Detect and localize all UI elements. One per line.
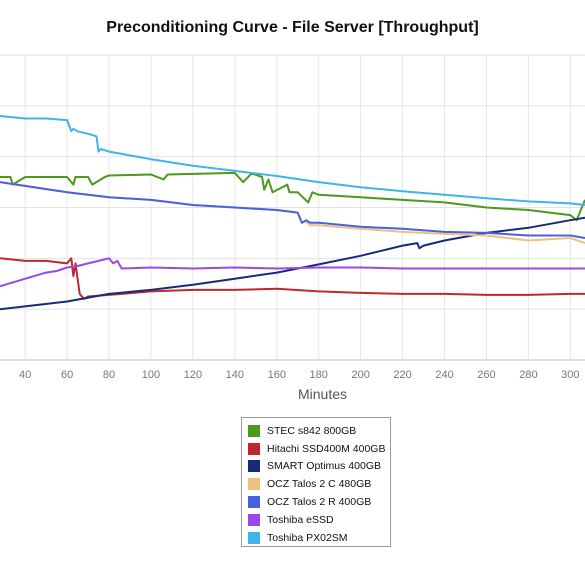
legend-swatch: [248, 531, 260, 544]
legend: STEC s842 800GB Hitachi SSD400M 400GB SMAR…: [241, 417, 391, 547]
x-tick-label: 120: [184, 369, 202, 380]
legend-item: STEC s842 800GB: [248, 422, 390, 440]
series-line: [0, 257, 585, 300]
legend-swatch: [248, 442, 260, 455]
series-line: [0, 181, 585, 239]
series-line: [0, 216, 585, 311]
legend-label: OCZ Talos 2 R 400GB: [267, 496, 372, 509]
chart-title: Preconditioning Curve - File Server [Thr…: [106, 19, 479, 36]
legend-swatch: [248, 478, 260, 491]
legend-item: Hitachi SSD400M 400GB: [248, 440, 390, 458]
legend-label: Hitachi SSD400M 400GB: [267, 442, 386, 455]
x-tick-label: 220: [393, 369, 411, 380]
legend-swatch: [248, 424, 260, 437]
x-tick-labels: 40 60 80 100 120 140 160 180 200 220 240 260 280 300: [19, 369, 579, 380]
x-tick-label: 240: [435, 369, 453, 380]
series-line: [0, 115, 585, 206]
x-tick-label: 100: [142, 369, 160, 380]
legend-swatch: [248, 460, 260, 473]
legend-item: Toshiba PX02SM: [248, 529, 390, 547]
legend-label: Toshiba eSSD: [267, 513, 334, 526]
legend-label: SMART Optimus 400GB: [267, 460, 381, 473]
x-tick-label: 40: [19, 369, 31, 380]
x-tick-label: 200: [351, 369, 369, 380]
x-tick-label: 300: [561, 369, 579, 380]
x-tick-label: 280: [519, 369, 537, 380]
x-tick-label: 80: [103, 369, 115, 380]
x-tick-label: 260: [477, 369, 495, 380]
series-lines: [0, 115, 585, 311]
legend-label: Toshiba PX02SM: [267, 531, 348, 544]
series-line: [0, 257, 585, 288]
legend-swatch: [248, 513, 260, 526]
legend-swatch: [248, 496, 260, 509]
legend-item: SMART Optimus 400GB: [248, 458, 390, 476]
legend-item: Toshiba eSSD: [248, 511, 390, 529]
plot-area: 40 60 80 100 120 140 160 180 200 220 240 260 280 300: [0, 54, 585, 380]
x-axis-label: Minutes: [297, 386, 348, 402]
x-tick-label: 180: [310, 369, 328, 380]
x-tick-label: 60: [61, 369, 73, 380]
x-tick-label: 140: [226, 369, 244, 380]
x-tick-label: 160: [268, 369, 286, 380]
series-line: [0, 171, 585, 222]
legend-label: STEC s842 800GB: [267, 424, 357, 437]
legend-item: OCZ Talos 2 R 400GB: [248, 493, 390, 511]
legend-label: OCZ Talos 2 C 480GB: [267, 478, 372, 491]
legend-item: OCZ Talos 2 C 480GB: [248, 475, 390, 493]
